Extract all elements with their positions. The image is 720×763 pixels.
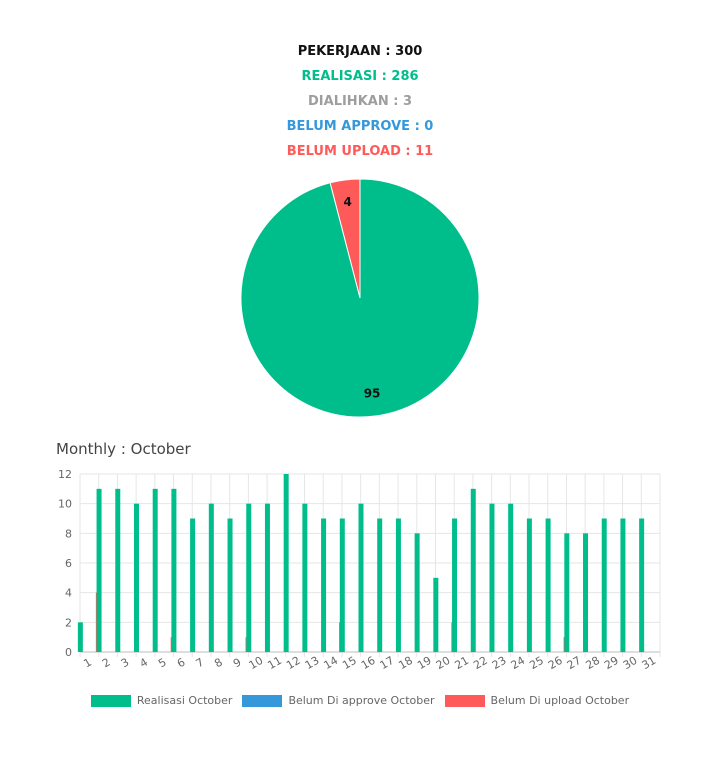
- bar[interactable]: [470, 488, 476, 652]
- bar[interactable]: [96, 488, 102, 652]
- y-tick-label: 10: [58, 498, 72, 511]
- chart-legend: Realisasi October Belum Di approve Octob…: [0, 694, 720, 707]
- y-tick-label: 0: [65, 646, 72, 659]
- x-tick-label: 4: [137, 656, 150, 671]
- summary-block: PEKERJAAN : 300 REALISASI : 286 DIALIHKA…: [0, 42, 720, 167]
- x-tick-label: 5: [156, 656, 169, 671]
- x-tick-label: 28: [583, 654, 602, 672]
- x-tick-label: 6: [175, 656, 188, 671]
- bar[interactable]: [152, 488, 158, 652]
- pie-chart: 4 95: [240, 178, 480, 418]
- bar[interactable]: [414, 533, 420, 652]
- x-tick-label: 10: [247, 654, 266, 672]
- x-tick-label: 19: [415, 654, 434, 672]
- bar[interactable]: [526, 518, 532, 653]
- bar[interactable]: [452, 518, 458, 653]
- x-tick-label: 14: [322, 654, 341, 672]
- bar[interactable]: [302, 503, 308, 652]
- x-tick-label: 12: [284, 654, 303, 672]
- dialihkan-label: DIALIHKAN : 3: [308, 94, 412, 109]
- x-tick-label: 1: [81, 656, 94, 671]
- bar[interactable]: [489, 503, 495, 652]
- legend-swatch: [242, 694, 283, 707]
- bar[interactable]: [395, 518, 401, 653]
- bar[interactable]: [564, 533, 570, 652]
- bar[interactable]: [601, 518, 607, 653]
- bar[interactable]: [339, 518, 345, 653]
- x-tick-label: 9: [231, 656, 244, 671]
- bar[interactable]: [264, 503, 270, 652]
- bar[interactable]: [77, 622, 83, 652]
- x-tick-label: 22: [471, 654, 490, 672]
- bar[interactable]: [208, 503, 214, 652]
- total-pekerjaan-label: PEKERJAAN : 300: [297, 44, 423, 59]
- x-tick-label: 18: [396, 654, 415, 672]
- legend-item-belum-upload[interactable]: Belum Di upload October: [444, 694, 630, 707]
- bar[interactable]: [620, 518, 626, 653]
- x-tick-label: 20: [434, 654, 453, 672]
- y-tick-label: 12: [58, 468, 72, 481]
- x-tick-label: 2: [100, 656, 113, 671]
- bar[interactable]: [283, 474, 289, 652]
- y-tick-label: 4: [65, 587, 72, 600]
- legend-item-belum-approve[interactable]: Belum Di approve October: [242, 694, 435, 707]
- x-tick-label: 8: [212, 656, 225, 671]
- pie-slice-label: 4: [343, 195, 351, 209]
- x-tick-label: 23: [490, 654, 509, 672]
- bar[interactable]: [190, 518, 196, 653]
- bar[interactable]: [508, 503, 514, 652]
- monthly-chart-title: Monthly : October: [56, 440, 191, 458]
- x-tick-label: 31: [640, 654, 659, 672]
- belum-approve-label: BELUM APPROVE : 0: [286, 119, 434, 134]
- x-tick-label: 11: [265, 654, 284, 672]
- x-tick-label: 15: [340, 654, 359, 672]
- x-tick-label: 16: [359, 654, 378, 672]
- pie-slice-label: 95: [364, 386, 381, 400]
- x-tick-label: 29: [602, 654, 621, 672]
- bar[interactable]: [639, 518, 645, 653]
- bar[interactable]: [321, 518, 327, 653]
- bar[interactable]: [545, 518, 551, 653]
- x-tick-label: 7: [194, 656, 207, 671]
- legend-label: Belum Di approve October: [288, 694, 435, 707]
- legend-swatch: [90, 694, 131, 707]
- x-tick-label: 3: [119, 656, 132, 671]
- x-tick-label: 30: [621, 654, 640, 672]
- bar[interactable]: [171, 488, 177, 652]
- legend-label: Belum Di upload October: [490, 694, 630, 707]
- y-tick-label: 2: [65, 616, 72, 629]
- realisasi-label: REALISASI : 286: [301, 69, 419, 84]
- belum-upload-label: BELUM UPLOAD : 11: [286, 144, 434, 159]
- bar[interactable]: [246, 503, 252, 652]
- bar[interactable]: [133, 503, 139, 652]
- x-tick-label: 17: [378, 654, 397, 672]
- legend-label: Realisasi October: [136, 694, 233, 707]
- bar[interactable]: [433, 577, 439, 652]
- bar[interactable]: [358, 503, 364, 652]
- bar[interactable]: [115, 488, 121, 652]
- x-tick-label: 27: [565, 654, 584, 672]
- legend-item-realisasi[interactable]: Realisasi October: [90, 694, 233, 707]
- bar[interactable]: [583, 533, 589, 652]
- y-tick-label: 8: [65, 527, 72, 540]
- pie-slice[interactable]: [240, 178, 480, 418]
- legend-swatch: [444, 694, 485, 707]
- x-tick-label: 21: [452, 654, 471, 672]
- x-tick-label: 13: [303, 654, 322, 672]
- bar[interactable]: [377, 518, 383, 653]
- bar[interactable]: [227, 518, 233, 653]
- x-tick-label: 25: [527, 654, 546, 672]
- x-tick-label: 26: [546, 654, 565, 672]
- x-tick-label: 24: [509, 654, 528, 672]
- y-tick-label: 6: [65, 557, 72, 570]
